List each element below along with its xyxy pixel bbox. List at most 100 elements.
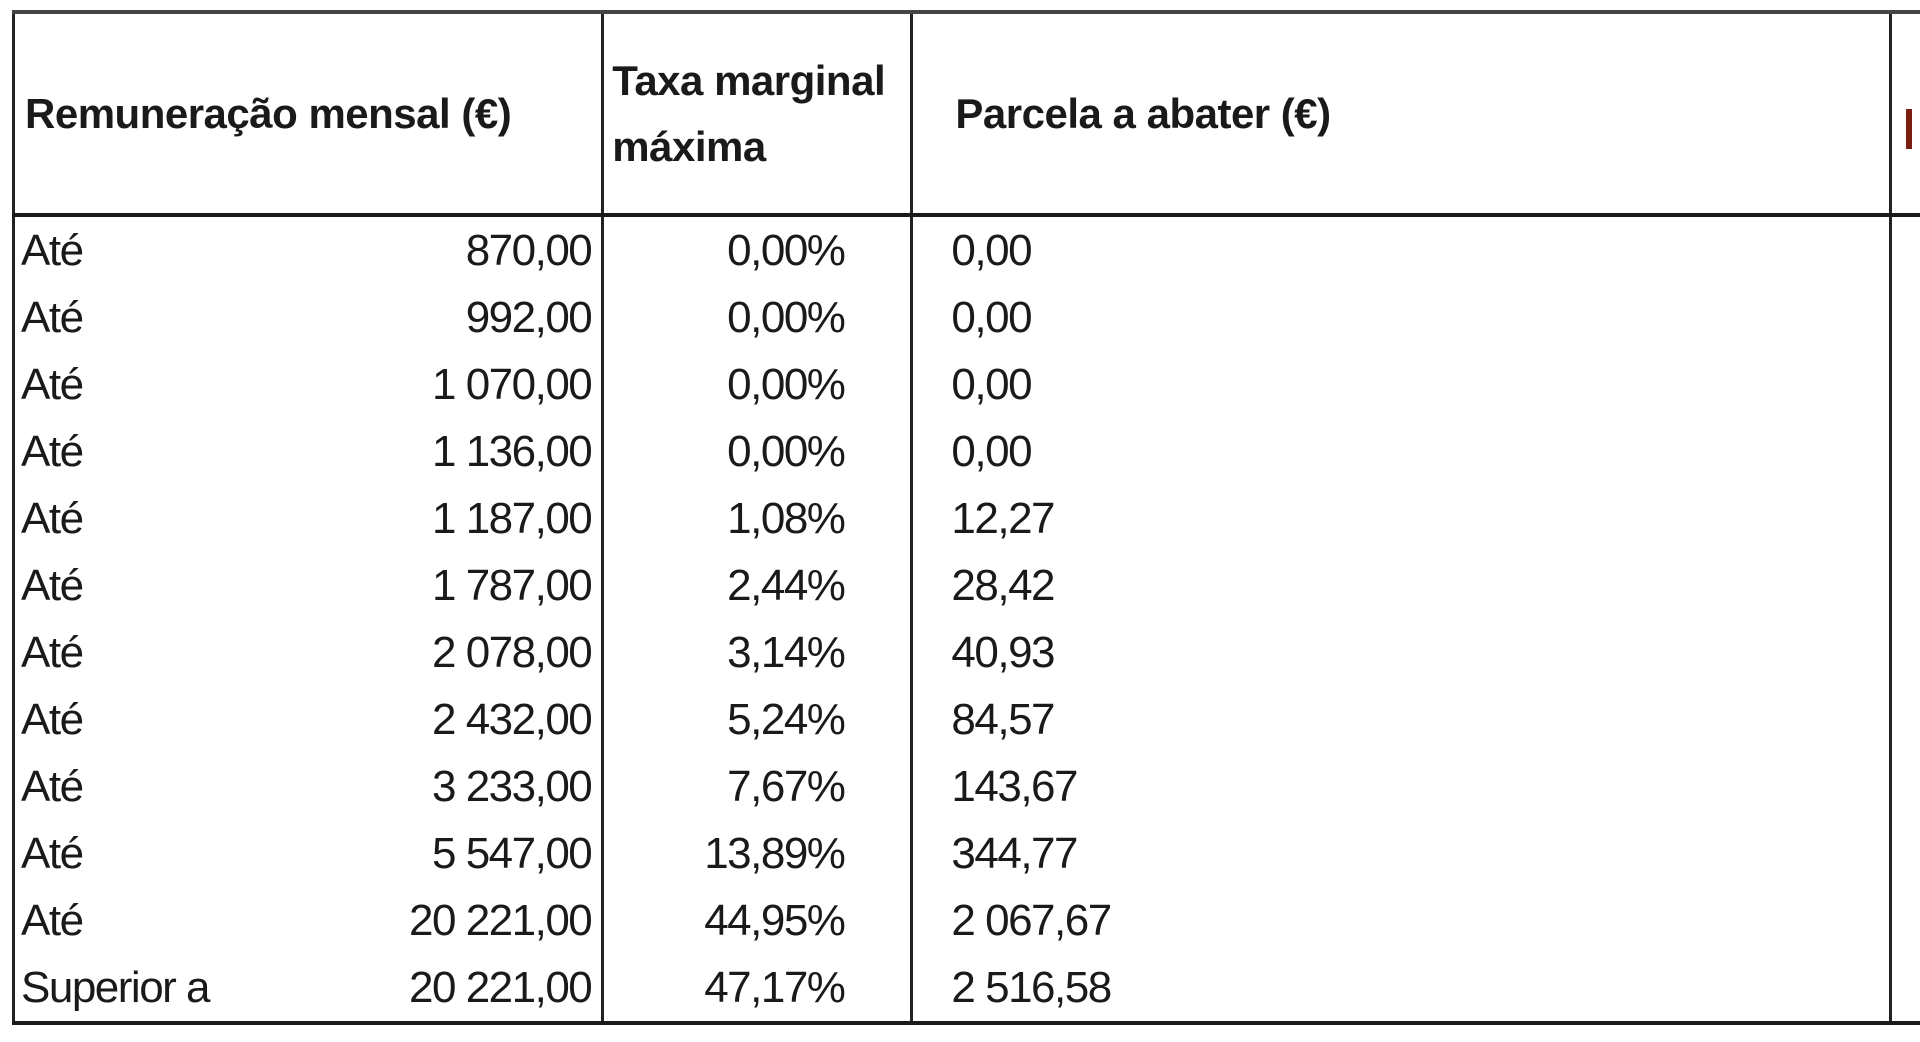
taxa-value: 1,08% (727, 494, 846, 543)
cell-parcela: 0,00 (910, 284, 1892, 351)
taxa-value: 3,14% (727, 628, 846, 677)
bracket-label: Superior a (21, 963, 211, 1012)
taxa-value: 44,95% (704, 896, 846, 945)
bracket-label: Até (21, 896, 84, 945)
clipped-glyph (1905, 108, 1912, 149)
remuneracao-value: 20 221,00 (409, 963, 593, 1012)
remuneracao-value: 2 432,00 (432, 695, 593, 744)
remuneracao-value: 3 233,00 (432, 762, 593, 811)
remuneracao-value: 1 787,00 (432, 561, 593, 610)
cell-remuneracao: Até 1 136,00 (11, 418, 605, 485)
cell-taxa: 1,08% (601, 485, 914, 552)
cell-remuneracao: Até 870,00 (11, 215, 605, 284)
table-row: Até 1 136,00 0,00% 0,00 (11, 418, 1920, 485)
cell-remuneracao: Até 992,00 (11, 284, 605, 351)
cell-remuneracao: Até 1 187,00 (11, 485, 605, 552)
cell-taxa: 0,00% (601, 284, 914, 351)
taxa-value: 0,00% (727, 360, 846, 409)
cell-parcela: 84,57 (910, 686, 1892, 753)
table-row: Até 2 432,00 5,24% 84,57 (11, 686, 1920, 753)
table-row: Até 2 078,00 3,14% 40,93 (11, 619, 1920, 686)
cell-remuneracao: Até 1 070,00 (11, 351, 605, 418)
bracket-label: Até (21, 561, 84, 610)
cell-clipped (1888, 686, 1920, 753)
cell-taxa: 13,89% (601, 820, 914, 887)
bracket-label: Até (21, 293, 84, 342)
cell-parcela: 0,00 (910, 418, 1892, 485)
bracket-label: Até (21, 226, 84, 275)
remuneracao-value: 870,00 (465, 226, 593, 275)
table-row: Superior a 20 221,00 47,17% 2 516,58 (11, 954, 1920, 1025)
cell-parcela: 143,67 (910, 753, 1892, 820)
cell-remuneracao: Até 2 078,00 (11, 619, 605, 686)
remuneracao-value: 2 078,00 (432, 628, 593, 677)
bracket-label: Até (21, 695, 84, 744)
parcela-value: 2 516,58 (951, 963, 1112, 1012)
taxa-value: 0,00% (727, 226, 846, 275)
parcela-value: 12,27 (951, 494, 1055, 543)
taxa-value: 0,00% (727, 427, 846, 476)
parcela-value: 2 067,67 (951, 896, 1112, 945)
remuneracao-value: 1 187,00 (432, 494, 593, 543)
withholding-tax-table: Remuneração mensal (€) Taxa marginal máx… (11, 10, 1920, 1025)
cell-clipped (1888, 887, 1920, 954)
remuneracao-value: 992,00 (465, 293, 593, 342)
header-taxa-label: Taxa marginal máxima (612, 56, 886, 170)
cell-taxa: 44,95% (601, 887, 914, 954)
parcela-value: 0,00 (951, 293, 1032, 342)
cell-clipped (1888, 753, 1920, 820)
cell-parcela: 2 067,67 (910, 887, 1892, 954)
table-row: Até 870,00 0,00% 0,00 (11, 215, 1920, 284)
header-clipped-column (1888, 10, 1920, 217)
cell-parcela: 2 516,58 (910, 954, 1892, 1025)
cell-parcela: 28,42 (910, 552, 1892, 619)
cell-clipped (1888, 485, 1920, 552)
cell-clipped (1888, 552, 1920, 619)
table-body: Até 870,00 0,00% 0,00 Até 992,00 0,00% 0… (11, 215, 1920, 1025)
cell-clipped (1888, 820, 1920, 887)
cell-remuneracao: Até 20 221,00 (11, 887, 605, 954)
bracket-label: Até (21, 360, 84, 409)
header-parcela-label: Parcela a abater (€) (955, 89, 1331, 137)
cell-parcela: 344,77 (910, 820, 1892, 887)
taxa-value: 5,24% (727, 695, 846, 744)
bracket-label: Até (21, 427, 84, 476)
table-header-row: Remuneração mensal (€) Taxa marginal máx… (11, 10, 1920, 217)
cell-clipped (1888, 284, 1920, 351)
cell-clipped (1888, 215, 1920, 284)
cell-parcela: 0,00 (910, 351, 1892, 418)
cell-taxa: 0,00% (601, 215, 914, 284)
cell-parcela: 0,00 (910, 215, 1892, 284)
header-taxa: Taxa marginal máxima (601, 10, 914, 217)
bracket-label: Até (21, 628, 84, 677)
cell-remuneracao: Até 1 787,00 (11, 552, 605, 619)
cell-taxa: 7,67% (601, 753, 914, 820)
remuneracao-value: 20 221,00 (409, 896, 593, 945)
parcela-value: 0,00 (951, 360, 1032, 409)
bracket-label: Até (21, 494, 84, 543)
cell-clipped (1888, 619, 1920, 686)
taxa-value: 0,00% (727, 293, 846, 342)
parcela-value: 40,93 (951, 628, 1055, 677)
header-clipped-label (1893, 79, 1920, 149)
parcela-value: 84,57 (951, 695, 1055, 744)
cell-remuneracao: Superior a 20 221,00 (11, 954, 605, 1025)
header-remuneracao: Remuneração mensal (€) (11, 10, 605, 217)
table-row: Até 1 070,00 0,00% 0,00 (11, 351, 1920, 418)
cell-parcela: 40,93 (910, 619, 1892, 686)
remuneracao-value: 5 547,00 (432, 829, 593, 878)
parcela-value: 143,67 (951, 762, 1078, 811)
cell-remuneracao: Até 2 432,00 (11, 686, 605, 753)
cell-clipped (1888, 954, 1920, 1025)
cell-taxa: 0,00% (601, 351, 914, 418)
taxa-value: 13,89% (704, 829, 846, 878)
remuneracao-value: 1 136,00 (432, 427, 593, 476)
parcela-value: 28,42 (951, 561, 1055, 610)
remuneracao-value: 1 070,00 (432, 360, 593, 409)
table-row: Até 1 787,00 2,44% 28,42 (11, 552, 1920, 619)
cell-taxa: 2,44% (601, 552, 914, 619)
header-parcela: Parcela a abater (€) (910, 10, 1892, 217)
parcela-value: 0,00 (951, 226, 1032, 275)
cell-remuneracao: Até 5 547,00 (11, 820, 605, 887)
